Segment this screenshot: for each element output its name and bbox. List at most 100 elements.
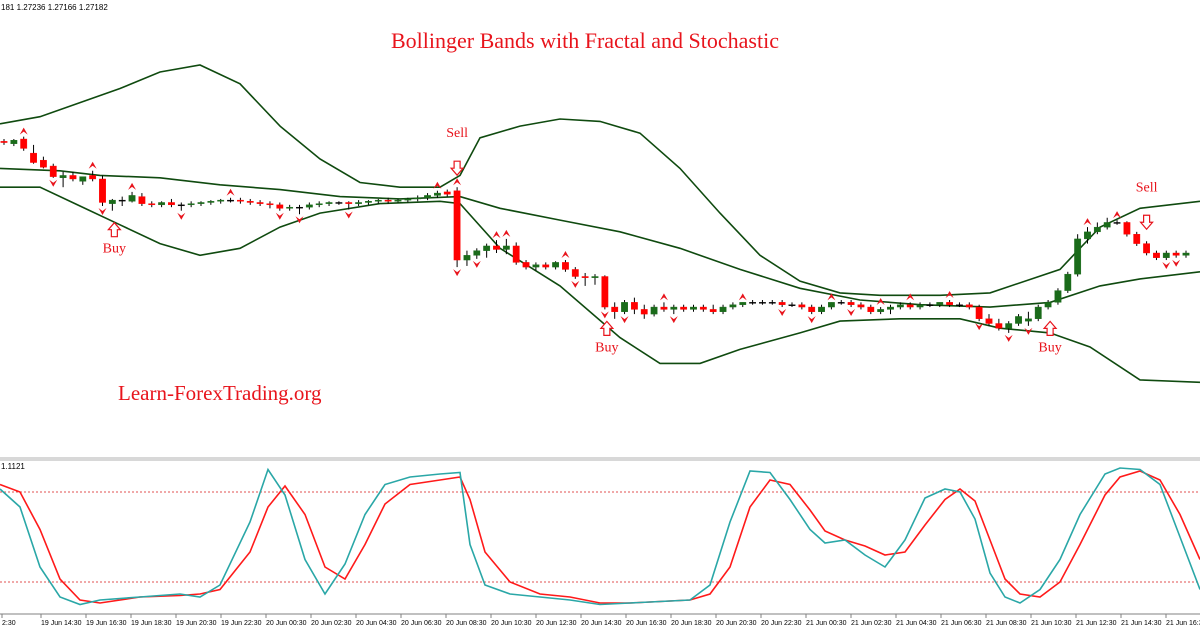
watermark-text: Learn-ForexTrading.org <box>118 381 322 405</box>
candle-body <box>650 306 658 315</box>
candle <box>345 201 353 210</box>
buy-arrow-icon <box>599 320 615 336</box>
candle <box>256 200 264 206</box>
fractal-up-icon <box>19 127 28 135</box>
candle <box>335 201 343 205</box>
candle <box>1153 250 1160 261</box>
candle <box>236 197 244 204</box>
time-label: 21 Jun 12:30 <box>1076 620 1117 627</box>
candle-body <box>611 306 619 312</box>
candle <box>502 238 510 255</box>
fractal-up-icon <box>226 188 235 196</box>
candle <box>906 302 914 310</box>
candle <box>1093 222 1101 235</box>
candle <box>768 300 776 305</box>
candle <box>217 198 225 204</box>
fractal-down-icon <box>1172 259 1181 267</box>
candle <box>798 302 806 310</box>
fractal-down-icon <box>275 212 284 220</box>
candle-body <box>640 309 648 315</box>
candle-body <box>246 201 254 203</box>
candle-body <box>148 203 156 206</box>
candle-body <box>207 201 215 203</box>
time-label: 21 Jun 10:30 <box>1031 620 1072 627</box>
candle <box>207 200 215 205</box>
sell-arrow-icon <box>449 160 465 177</box>
candle-body <box>936 302 944 305</box>
candle <box>1123 221 1131 237</box>
candle-body <box>443 191 451 195</box>
fractal-down-icon <box>571 280 580 288</box>
candle <box>187 201 195 208</box>
candle-body <box>621 302 628 312</box>
candle-body <box>995 323 1003 329</box>
candle-body <box>493 245 500 250</box>
candle-body <box>365 201 372 203</box>
candle-body <box>562 262 569 270</box>
candle-body <box>227 199 234 202</box>
candle-body <box>788 304 796 306</box>
candle <box>10 139 18 147</box>
candle-body <box>808 306 816 312</box>
candle-body <box>305 204 313 208</box>
candle-body <box>857 304 865 308</box>
candle <box>867 304 875 315</box>
candle <box>965 302 973 310</box>
candle-body <box>79 176 87 182</box>
candle <box>1113 220 1121 225</box>
candle-body <box>374 199 382 202</box>
candle-body <box>926 304 934 306</box>
candle-body <box>601 276 609 308</box>
candle <box>424 193 431 201</box>
fractal-down-icon <box>49 179 58 187</box>
candle <box>365 200 372 205</box>
candle <box>621 300 628 315</box>
candle-body <box>325 202 333 204</box>
time-axis: 2:30 19 Jun 14:30 19 Jun 16:30 19 Jun 18:30… <box>1 614 1200 627</box>
candle <box>384 197 392 204</box>
candle-body <box>591 276 599 278</box>
fractal-down-icon <box>620 316 629 324</box>
candle-body <box>847 302 855 305</box>
ohlc-readout: 181 1.27236 1.27166 1.27182 <box>1 3 108 12</box>
candle <box>1103 217 1111 230</box>
candle <box>532 262 540 271</box>
time-label: 21 Jun 16:30 <box>1166 620 1200 627</box>
candle-body <box>10 139 18 144</box>
candle <box>0 139 8 145</box>
candle-body <box>483 245 491 251</box>
fractal-up-icon <box>453 178 462 186</box>
candle-body <box>355 202 362 204</box>
candle-body <box>1054 290 1062 303</box>
candle <box>443 189 451 197</box>
candle <box>552 261 560 270</box>
candle-body <box>1034 306 1042 319</box>
candle-body <box>177 204 185 207</box>
fractal-down-icon <box>472 260 481 268</box>
fractal-down-icon <box>1024 327 1033 335</box>
candle <box>670 304 678 315</box>
fractal-down-icon <box>295 216 304 224</box>
candle-body <box>49 165 57 177</box>
stochastic-oscillator <box>0 467 1200 606</box>
buy-arrow-icon <box>1042 320 1058 336</box>
candle <box>857 302 865 310</box>
candle <box>374 198 382 204</box>
candle-body <box>877 309 885 312</box>
candle <box>926 302 934 308</box>
candle-body <box>887 306 894 310</box>
fractal-down-icon <box>1162 262 1171 270</box>
buy-arrow-icon <box>107 221 122 238</box>
candle-body <box>1044 302 1052 308</box>
candle <box>562 260 569 272</box>
fractal-up-icon <box>945 291 954 298</box>
candle-body <box>502 245 510 250</box>
candle-body <box>542 264 550 268</box>
time-label: 20 Jun 20:30 <box>716 620 757 627</box>
candle <box>315 201 323 208</box>
candle-body <box>680 306 688 310</box>
candle-body <box>434 192 441 196</box>
candle <box>59 171 67 188</box>
